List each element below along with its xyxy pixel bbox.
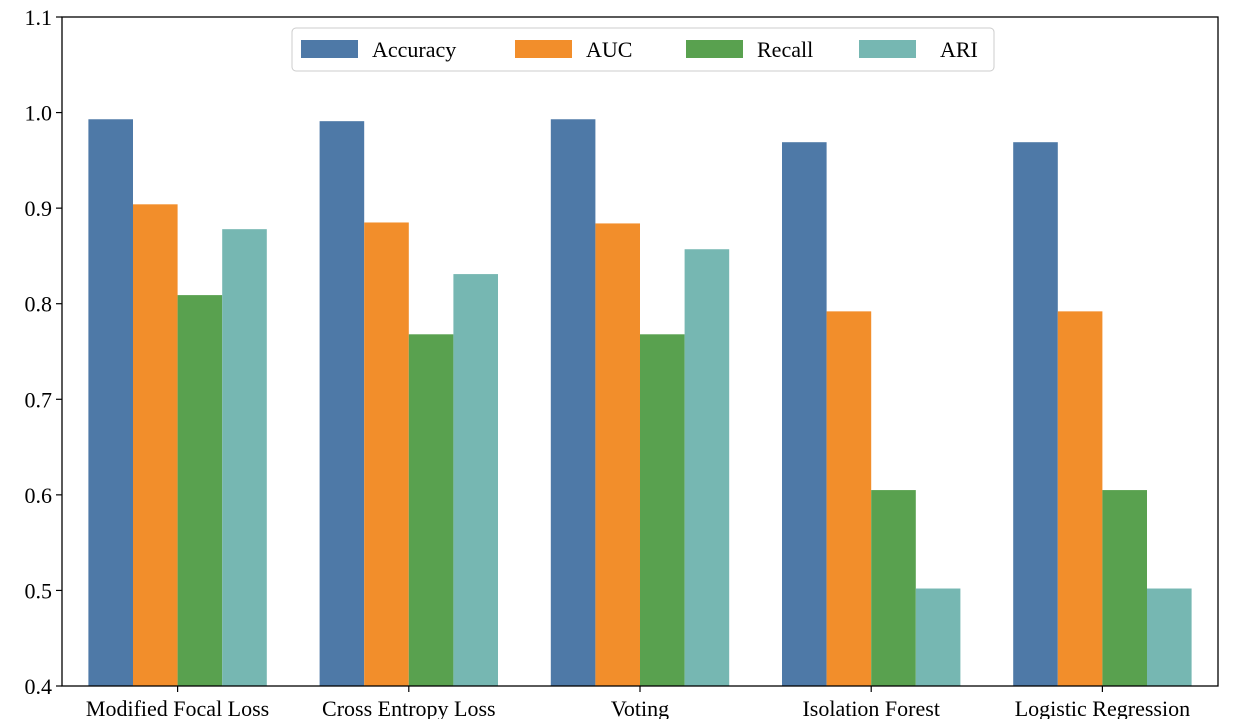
y-tick-label: 0.5 — [25, 578, 53, 603]
bar-ari-4 — [915, 588, 961, 686]
bar-auc-2 — [364, 222, 409, 687]
legend: Accuracy AUC Recall ARI — [291, 27, 995, 72]
bar-recall-1 — [177, 295, 223, 686]
y-tick-label: 0.9 — [25, 196, 53, 221]
bar-auc-1 — [133, 204, 178, 686]
bar-recall-2 — [408, 334, 454, 686]
bar-accuracy-2 — [319, 121, 365, 687]
x-tick-label: Cross Entropy Loss — [322, 696, 496, 719]
bar-ari-3 — [684, 249, 730, 687]
legend-swatch-recall — [686, 40, 743, 58]
legend-label-recall: Recall — [757, 37, 813, 62]
x-tick-label: Isolation Forest — [802, 696, 940, 719]
y-tick-label: 0.7 — [25, 387, 53, 412]
bar-recall-5 — [1102, 490, 1147, 686]
bar-recall-3 — [640, 334, 685, 686]
legend-swatch-ari — [859, 40, 916, 58]
bar-ari-5 — [1147, 588, 1192, 686]
legend-label-accuracy: Accuracy — [372, 37, 456, 62]
bars-layer — [88, 119, 1192, 687]
bar-accuracy-5 — [1013, 142, 1058, 686]
x-tick-label: Voting — [611, 696, 669, 719]
bar-accuracy-1 — [88, 119, 133, 686]
x-axis: Modified Focal Loss Cross Entropy Loss Vot… — [86, 686, 1190, 719]
bar-ari-1 — [222, 229, 267, 687]
x-tick-label: Logistic Regression — [1015, 696, 1190, 719]
y-tick-label: 1.1 — [25, 5, 53, 30]
legend-frame — [291, 27, 995, 72]
y-tick-label: 0.8 — [25, 292, 53, 317]
legend-swatch-auc — [515, 40, 572, 58]
bar-ari-2 — [453, 274, 498, 686]
y-tick-label: 0.4 — [25, 674, 53, 699]
legend-label-ari: ARI — [940, 37, 978, 62]
y-tick-label: 1.0 — [25, 101, 53, 126]
y-axis: 0.4 0.5 0.6 0.7 0.8 0.9 1.0 1.1 — [25, 5, 62, 699]
bar-auc-5 — [1057, 311, 1103, 686]
plot-frame — [61, 16, 1219, 687]
bar-accuracy-4 — [782, 142, 827, 686]
bar-accuracy-3 — [550, 119, 596, 686]
x-tick-label: Modified Focal Loss — [86, 696, 269, 719]
bar-auc-3 — [595, 223, 640, 686]
bar-recall-4 — [871, 490, 916, 686]
legend-label-auc: AUC — [586, 37, 632, 62]
bar-auc-4 — [826, 311, 872, 686]
legend-swatch-accuracy — [301, 40, 358, 58]
y-tick-label: 0.6 — [25, 483, 53, 508]
